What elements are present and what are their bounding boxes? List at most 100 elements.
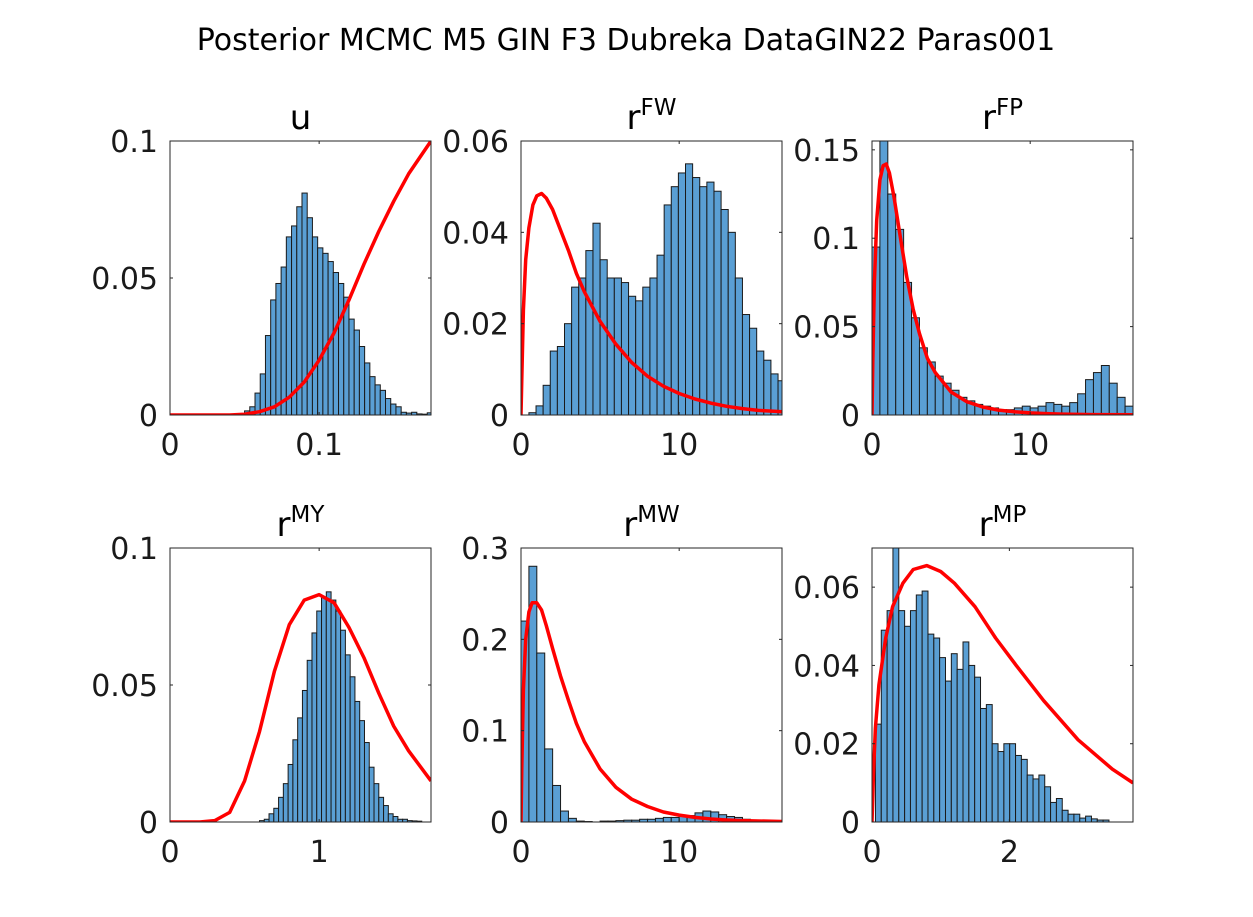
histogram-bar	[343, 296, 350, 415]
axes-border	[871, 547, 1134, 823]
histogram-bar	[585, 250, 594, 415]
axes-border	[871, 140, 1134, 416]
x-tick-label: 10	[1011, 428, 1049, 463]
subplot-title-base: r	[277, 505, 291, 545]
y-tick-label: 0.1	[812, 222, 860, 257]
histogram-bar	[997, 751, 1005, 822]
histogram-bar	[734, 277, 743, 415]
histogram-bar	[567, 817, 577, 822]
histogram-bar	[390, 403, 397, 415]
histogram-bar	[933, 637, 941, 822]
histogram-bar	[301, 689, 308, 822]
subplot-title: rFW	[627, 95, 677, 138]
histogram-bar	[291, 225, 298, 415]
y-tick-label: 0.1	[110, 125, 158, 160]
histogram-bar	[939, 657, 946, 822]
y-tick-label: 0.1	[110, 532, 158, 567]
histogram-bar	[564, 323, 573, 415]
histogram-bar	[542, 384, 551, 415]
histogram-bar	[756, 350, 765, 415]
subplot-title: rMY	[277, 502, 326, 545]
histogram-bar	[887, 193, 897, 415]
histogram-bar	[338, 282, 345, 415]
histogram-bar	[353, 329, 360, 415]
histogram-bar	[904, 625, 911, 822]
histogram-bar	[330, 599, 337, 822]
histogram-bar	[292, 739, 299, 822]
subplot-title: u	[290, 98, 312, 138]
histogram-bar	[915, 594, 923, 822]
histogram-bar	[1085, 379, 1094, 415]
histogram-bar	[1003, 743, 1011, 822]
subplot-title: rFP	[982, 95, 1023, 138]
histogram-bar	[892, 548, 900, 822]
histogram-bar	[1061, 809, 1069, 822]
y-tick-label: 0	[490, 399, 509, 434]
histogram-bar	[354, 700, 361, 822]
histogram-bar	[1116, 396, 1126, 415]
histogram-bar	[1050, 801, 1057, 822]
histogram-bar	[348, 318, 355, 415]
subplot-title: rMP	[979, 502, 1027, 545]
histogram-bar	[1038, 774, 1046, 822]
histogram-bar	[1092, 372, 1102, 415]
histogram-bar	[662, 816, 672, 822]
plot-area	[170, 141, 431, 415]
prior-density-curve	[521, 601, 782, 822]
x-tick-label: 1	[310, 835, 329, 870]
histogram-bar	[974, 676, 982, 822]
histogram-bar	[814, 406, 821, 415]
histogram-bar	[549, 350, 558, 415]
subplot-title-base: r	[982, 98, 996, 138]
histogram-bar	[369, 376, 376, 415]
histogram-bar	[282, 783, 289, 822]
y-tick-label: 0	[139, 399, 158, 434]
histogram-bar	[560, 810, 569, 822]
histogram-bar	[535, 405, 544, 415]
subplot-title-base: r	[623, 505, 637, 545]
axes-frame	[520, 547, 783, 823]
axes-border	[520, 547, 783, 823]
y-tick-label: 0.04	[793, 649, 860, 684]
histogram-bar	[349, 676, 356, 822]
histogram-bar	[670, 186, 679, 415]
histogram-bar	[578, 277, 587, 415]
histogram-bar	[311, 632, 318, 822]
y-tick-label: 0.05	[91, 669, 158, 704]
subplot-title-base: r	[627, 98, 641, 138]
histogram-bar	[807, 401, 814, 415]
histogram-bar	[950, 653, 958, 822]
subplot-5: 0 10 0 0.1 0.2 0.3 rMW	[461, 502, 783, 870]
histogram-bar	[270, 299, 277, 415]
histogram-bar	[332, 272, 340, 415]
histogram-bar	[358, 346, 366, 415]
y-tick-label: 0.06	[793, 571, 860, 606]
prior-density-curve	[170, 141, 431, 415]
histogram-bar	[1032, 778, 1040, 822]
subplot-3: 0 10 0 0.05 0.1 0.15 rFP	[793, 95, 1134, 463]
histogram-bar	[1067, 813, 1075, 822]
histogram-bar	[699, 186, 708, 415]
histogram-bar	[909, 610, 917, 822]
subplot-4: 0 1 0 0.05 0.1 rMY	[91, 502, 432, 870]
histogram-bar	[344, 654, 351, 822]
histogram-bar	[392, 816, 399, 822]
y-tick-label: 0	[490, 806, 509, 841]
histogram-bar	[1009, 743, 1017, 822]
histogram-bar	[264, 335, 272, 415]
histogram-bar	[985, 704, 993, 822]
axes-border	[520, 140, 783, 416]
subplot-title-superscript: MW	[637, 502, 680, 528]
histogram-bar	[287, 763, 294, 822]
histogram-bar	[317, 247, 324, 415]
histogram-bar	[606, 277, 615, 415]
histogram-bar	[571, 286, 580, 415]
histogram-bar	[1085, 815, 1092, 822]
histogram-bar	[1026, 774, 1034, 822]
x-tick-label: 0.1	[295, 428, 343, 463]
subplot-1: 0 0.1 0 0.05 0.1 u	[91, 98, 432, 463]
y-tick-label: 0.1	[461, 715, 509, 750]
y-tick-label: 0.06	[442, 125, 509, 160]
y-tick-label: 0.02	[442, 308, 509, 343]
histogram-bar	[273, 807, 280, 822]
